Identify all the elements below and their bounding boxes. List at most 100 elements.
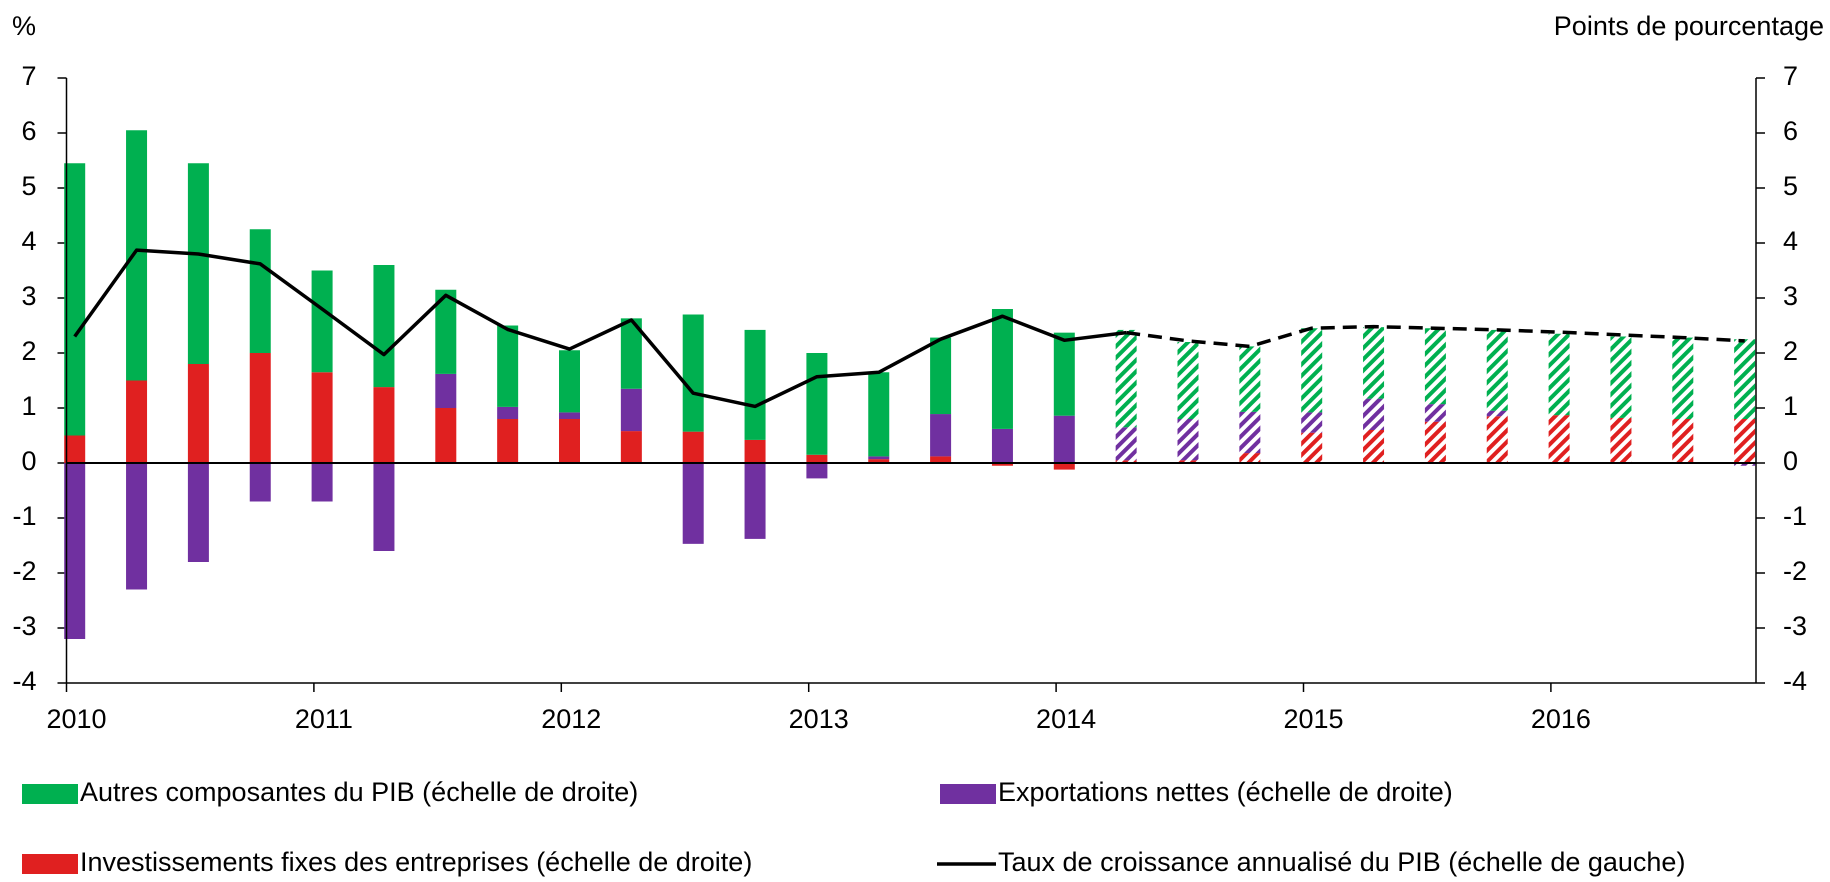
bar-segment: [1177, 460, 1199, 463]
bar-segment: [620, 388, 642, 432]
bar-segment: [497, 419, 519, 463]
legend-swatch: [22, 854, 78, 874]
bar-segment: [126, 380, 148, 463]
y2-tick-label: -4: [1783, 666, 1807, 696]
legend-swatch: [940, 784, 996, 804]
bar-segment: [373, 265, 395, 388]
legend-swatch: [22, 784, 78, 804]
legend-label: Autres composantes du PIB (échelle de dr…: [80, 777, 638, 807]
bar-segment: [1363, 327, 1385, 399]
bar-segment: [435, 289, 457, 374]
bar-segment: [1053, 463, 1075, 470]
y-tick-label: -1: [12, 501, 36, 531]
bar-segment: [187, 463, 209, 562]
y2-tick-label: 0: [1783, 446, 1798, 476]
bar-segment: [126, 463, 148, 590]
bar-segment: [1610, 417, 1632, 463]
bar-segment: [1672, 337, 1694, 419]
bar-segment: [187, 364, 209, 463]
bar-segment: [373, 463, 395, 551]
bar-segment: [1363, 430, 1385, 463]
y-tick-label: 1: [21, 391, 36, 421]
y-tick-label: 3: [21, 281, 36, 311]
y-tick-label: -2: [12, 556, 36, 586]
bar-segment: [559, 419, 580, 463]
y2-tick-label: -2: [1783, 556, 1807, 586]
bar-segment: [1115, 460, 1137, 463]
bar-segment: [1301, 432, 1323, 463]
bar-segment: [64, 435, 86, 463]
bar-segment: [249, 353, 271, 463]
x-tick-label: 2013: [789, 704, 849, 734]
bar-segment: [806, 463, 828, 479]
bar-segment: [1115, 427, 1137, 461]
bar-segment: [620, 431, 642, 463]
y-tick-label: 0: [21, 446, 36, 476]
x-tick-label: 2011: [295, 704, 353, 734]
bar-segment: [1548, 333, 1570, 416]
bar-segment: [1115, 329, 1137, 428]
bar-segment: [249, 463, 271, 502]
bar-segment: [930, 456, 952, 463]
y-axis-label: %: [12, 11, 36, 41]
bar-segment: [868, 372, 890, 457]
bar-segment: [1734, 463, 1756, 466]
y2-tick-label: -1: [1783, 501, 1807, 531]
y2-tick-label: 7: [1783, 61, 1798, 91]
bar-segment: [930, 337, 952, 415]
bar-segment: [435, 373, 457, 408]
y2-tick-label: 1: [1783, 391, 1798, 421]
bar-segment: [868, 456, 890, 460]
bar-segment: [806, 454, 828, 463]
bar-segment: [373, 387, 395, 463]
bar-segment: [559, 412, 580, 419]
legend-label: Exportations nettes (échelle de droite): [998, 777, 1453, 807]
bar-segment: [1424, 328, 1446, 405]
legend-label: Investissements fixes des entreprises (é…: [80, 847, 752, 877]
y-tick-label: 2: [21, 336, 36, 366]
bar-segment: [868, 459, 890, 463]
bar-segment: [311, 463, 333, 502]
y2-tick-label: -3: [1783, 611, 1807, 641]
bar-segment: [744, 463, 766, 539]
bar-segment: [126, 130, 148, 381]
bar-segment: [311, 270, 333, 373]
bar-segment: [1053, 415, 1075, 463]
bar-segment: [1548, 415, 1570, 463]
line: [1125, 324, 1745, 349]
bar-segment: [1610, 336, 1632, 418]
bar-segment: [1239, 346, 1261, 412]
x-tick-label: 2014: [1036, 704, 1096, 734]
bar-segment: [806, 353, 828, 455]
y-tick-label: -4: [12, 666, 36, 696]
bar-segment: [1486, 329, 1508, 411]
bar-segment: [249, 229, 271, 353]
y-tick-label: 7: [21, 61, 36, 91]
bar-segment: [559, 350, 580, 413]
bar-segment: [1734, 419, 1756, 463]
y2-tick-label: 5: [1783, 171, 1798, 201]
bar-segment: [930, 414, 952, 457]
y2-tick-label: 3: [1783, 281, 1798, 311]
bar-segment: [682, 314, 704, 432]
x-tick-label: 2015: [1283, 704, 1343, 734]
y2-tick-label: 6: [1783, 116, 1798, 146]
bar-segment: [497, 325, 519, 407]
y2-tick-label: 2: [1783, 336, 1798, 366]
bar-segment: [744, 439, 766, 463]
x-tick-label: 2012: [541, 704, 601, 734]
bar-segment: [991, 463, 1013, 466]
bar-segment: [1239, 453, 1261, 463]
bar-segment: [64, 463, 86, 639]
bar-segment: [1486, 410, 1508, 417]
bar-segment: [682, 431, 704, 463]
bar-segment: [1363, 398, 1385, 430]
y-tick-label: 4: [21, 226, 36, 256]
y-tick-label: -3: [12, 611, 36, 641]
bar-segment: [991, 428, 1013, 463]
bar-segment: [1177, 342, 1199, 419]
bar-segment: [497, 406, 519, 419]
bar-segment: [744, 329, 766, 440]
bar-segment: [620, 318, 642, 389]
bar-segment: [435, 408, 457, 463]
